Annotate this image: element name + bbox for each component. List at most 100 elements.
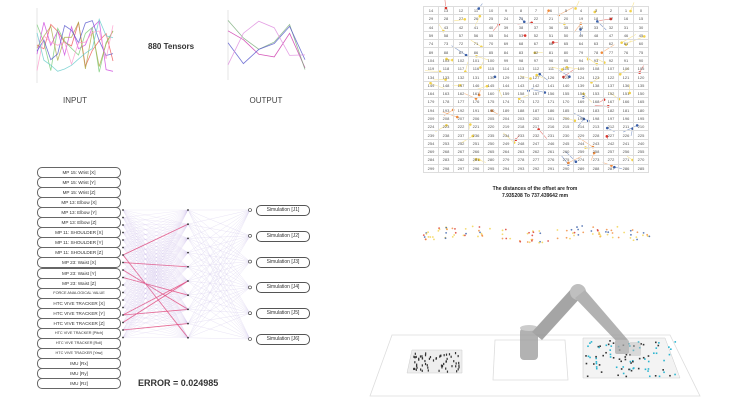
grid-row: 134 133 132 131 130 129 128 127 126 125 124 123 122 1…: [423, 72, 649, 82]
connection-line: [122, 323, 189, 331]
grid-cell: 101: [468, 55, 484, 66]
grid-cell: 24: [498, 14, 514, 24]
connection-line: [122, 232, 189, 296]
grid-cell: 222: [453, 122, 469, 132]
scatter-point: [636, 231, 639, 234]
grid-cell: 51: [543, 30, 559, 41]
grid-cell: 64: [573, 39, 589, 49]
tray-part: [612, 342, 615, 344]
grid-cell: 65: [558, 39, 574, 49]
grid-cell: 208: [438, 113, 454, 124]
tray-part: [632, 349, 635, 352]
grid-cell: 161: [468, 88, 484, 99]
grid-cell: 4: [573, 5, 589, 16]
connection-line: [187, 224, 251, 262]
input-feature-item: FORCE ANALOGICAL VALUE: [37, 287, 121, 299]
grid-cell: 19: [573, 14, 589, 24]
connection-line: [187, 235, 251, 282]
grid-cell: 151: [618, 88, 634, 99]
grid-cell: 53: [513, 30, 529, 41]
connection-line: [187, 266, 251, 288]
scatter-point: [532, 231, 535, 234]
grid-row: 209 208 207 206 205 204 203 202 201 200 199 198 197 1…: [423, 113, 649, 124]
tray-part: [420, 368, 422, 371]
grid-row: 269 268 267 266 265 264 263 262 261 260 259 258 257 2…: [423, 147, 649, 157]
grid-cell: 71: [468, 39, 484, 49]
connection-line: [122, 238, 189, 248]
tray-part: [453, 360, 455, 363]
connection-line: [122, 266, 189, 286]
scatter-point: [582, 231, 585, 234]
connection-line: [122, 209, 189, 331]
grid-cell: 286: [618, 163, 634, 173]
connection-line: [187, 209, 251, 338]
scatter-point: [526, 241, 529, 243]
connection-line: [122, 262, 189, 296]
grid-cell: 111: [543, 64, 559, 74]
grid-cell: 42: [453, 22, 469, 32]
tray-part: [589, 342, 591, 344]
grid-cell: 272: [603, 155, 619, 165]
grid-cell: 281: [468, 155, 484, 165]
grid-cell: 177: [453, 97, 469, 107]
grid-cell: 164: [423, 88, 439, 99]
connection-line: [122, 329, 189, 338]
grid-cell: 54: [498, 30, 514, 41]
distance-line-2: 7.935208 To 737.439642 mm: [501, 193, 569, 199]
grid-cell: 10: [483, 5, 499, 16]
connection-line: [122, 217, 189, 253]
grid-cell: 129: [498, 72, 514, 82]
neuron-node: [122, 261, 124, 264]
scatter-point: [630, 233, 632, 236]
connection-line: [122, 262, 189, 282]
grid-cell: 120: [633, 72, 649, 82]
scatter-point: [648, 235, 651, 238]
grid-cell: 29: [423, 14, 439, 24]
grid-cell: 247: [528, 138, 544, 149]
connection-line: [122, 266, 189, 301]
grid-cell: 221: [468, 122, 484, 132]
connection-line: [187, 309, 251, 340]
grid-cell: 14: [423, 5, 439, 16]
grid-cell: 5: [558, 5, 574, 16]
connection-line: [122, 232, 189, 324]
grid-cell: 47: [603, 30, 619, 41]
connection-line: [122, 295, 189, 338]
grid-cell: 43: [438, 22, 454, 32]
tray-part: [414, 352, 416, 355]
scatter-point: [592, 226, 595, 229]
grid-cell: 146: [468, 80, 484, 90]
grid-cell: 214: [573, 122, 589, 132]
connection-line: [122, 307, 189, 310]
tray-part: [416, 366, 418, 369]
grid-cell: 198: [588, 113, 604, 124]
grid-cell: 90: [633, 55, 649, 66]
grid-row: 224 223 222 221 220 219 218 217 216 215 214 213 212 2…: [423, 122, 649, 132]
tray-part: [450, 355, 452, 358]
tray-part: [426, 364, 428, 367]
connection-line: [187, 261, 251, 282]
grid-cell: 230: [558, 130, 574, 140]
connection-line: [187, 238, 251, 314]
grid-cell: 158: [513, 88, 529, 99]
tray-part: [451, 365, 453, 368]
grid-cell: 199: [573, 113, 589, 124]
connection-line: [187, 209, 251, 296]
tray-part: [644, 358, 646, 360]
tray-part: [642, 356, 645, 359]
connection-line: [122, 232, 189, 267]
scatter-point: [454, 231, 457, 234]
grid-cell: 261: [543, 147, 559, 157]
neuron-node: [122, 239, 124, 241]
connection-line: [122, 224, 189, 241]
connection-line: [122, 238, 189, 263]
connection-line: [122, 209, 189, 308]
grid-cell: 105: [633, 64, 649, 74]
connection-line: [187, 261, 251, 267]
grid-row: 89 88 87 86 85 84 83 82 81 80 79 78 77 76 75: [423, 47, 649, 57]
grid-cell: 275: [558, 155, 574, 165]
tray-part: [438, 369, 440, 372]
grid-cell: 287: [603, 163, 619, 173]
grid-cell: 140: [558, 80, 574, 90]
grid-cell: 267: [453, 147, 469, 157]
